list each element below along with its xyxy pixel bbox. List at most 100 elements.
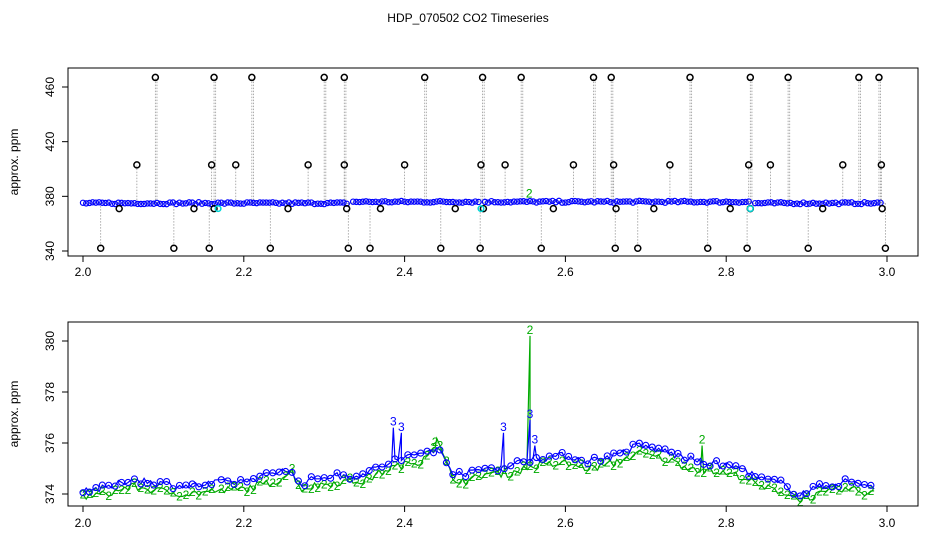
bottom-series-2-point: 2 — [202, 484, 209, 498]
top-baseline-point — [147, 200, 154, 207]
bottom-series-3-spike-label: 3 — [500, 420, 507, 434]
bottom-series-o-point — [796, 492, 804, 500]
bottom-series-o-point — [487, 464, 495, 472]
bottom-series-2-point: 2 — [630, 449, 637, 463]
bottom-series-2-point: 2 — [189, 485, 196, 499]
top-baseline-point — [111, 200, 119, 208]
top-baseline-point — [761, 199, 768, 207]
bottom-series-o-point — [719, 462, 727, 470]
top-outlier-high-point — [151, 73, 160, 82]
top-baseline-point — [784, 200, 791, 207]
top-baseline-point — [333, 199, 341, 206]
top-outlier-near-point — [342, 204, 351, 213]
top-baseline-point — [417, 198, 424, 205]
bottom-series-o-point — [500, 465, 508, 473]
top-outlier-mid-point — [207, 161, 216, 169]
top-outlier-high-point — [784, 73, 792, 82]
top-plot-frame — [67, 67, 919, 257]
top-baseline-point — [870, 199, 878, 207]
bottom-series-o-point — [706, 462, 714, 470]
bottom-x-tick-label: 2.0 — [75, 516, 92, 530]
top-baseline-point — [513, 198, 521, 205]
top-outlier-low-point — [437, 244, 445, 253]
bottom-series-2-point: 2 — [282, 469, 289, 483]
top-outlier-low-point — [205, 244, 213, 253]
bottom-y-tick-label: 378 — [43, 382, 57, 402]
top-baseline-point — [411, 198, 418, 205]
top-baseline-point — [565, 198, 572, 206]
top-baseline-point — [95, 199, 103, 206]
top-baseline-point — [645, 198, 653, 205]
bottom-series-2-point: 2 — [218, 482, 225, 496]
bottom-series-o-point — [584, 460, 592, 468]
top-outlier-high-point — [746, 73, 755, 82]
top-baseline-point — [253, 199, 260, 207]
bottom-series-o-point — [256, 472, 264, 480]
bottom-series-2-point: 2 — [231, 480, 238, 494]
top-outlier-near-point — [549, 204, 558, 213]
top-baseline-point — [681, 197, 688, 205]
bottom-series-2-point: 2 — [687, 461, 694, 475]
top-baseline-point — [308, 199, 315, 206]
bottom-series-2-point: 2 — [308, 482, 315, 496]
bottom-series-2-point: 2 — [269, 476, 276, 490]
top-baseline-point — [259, 199, 267, 206]
top-baseline-point — [523, 198, 531, 206]
top-baseline-point — [623, 198, 630, 205]
bottom-series-o-point — [475, 466, 483, 474]
bottom-series-2-point: 2 — [617, 457, 624, 471]
top-baseline-point — [430, 198, 437, 206]
bottom-series-2-point: 2 — [572, 458, 579, 472]
figure-title: HDP_070502 CO2 Timeseries — [387, 11, 548, 25]
top-baseline-point — [616, 198, 624, 205]
top-outlier-mid-point — [766, 161, 775, 169]
top-baseline-point — [536, 198, 543, 205]
top-baseline-point — [861, 199, 868, 206]
top-baseline-point — [626, 198, 633, 205]
top-baseline-point — [793, 200, 801, 207]
bottom-series-2-point: 2 — [713, 466, 720, 480]
bottom-series-2-point: 2 — [565, 459, 572, 473]
bottom-series-2-point: 2 — [366, 472, 373, 486]
top-baseline-point — [301, 200, 309, 207]
bottom-plot-frame — [67, 321, 919, 507]
top-baseline-point — [295, 199, 302, 207]
top-baseline-point — [533, 199, 540, 206]
bottom-series-o-point — [410, 451, 418, 459]
top-baseline-point — [697, 198, 704, 206]
top-baseline-point — [642, 198, 650, 205]
top-baseline-point — [472, 198, 479, 205]
top-baseline-point — [118, 199, 125, 207]
bottom-series-2-point: 2 — [482, 467, 489, 481]
top-x-tick-label: 2.2 — [235, 265, 252, 279]
bottom-series-2-point: 2 — [411, 456, 418, 470]
bottom-series-2-point: 2 — [533, 462, 540, 476]
bottom-series-2-point: 2 — [739, 473, 746, 487]
bottom-series-o-point — [597, 457, 605, 465]
bottom-series-o-point — [462, 473, 470, 481]
bottom-series-o-point — [307, 473, 315, 481]
bottom-series-2-point: 2 — [183, 488, 190, 502]
top-baseline-point — [578, 198, 585, 205]
top-baseline-point — [694, 199, 701, 206]
top-outlier-high-point — [320, 73, 328, 82]
bottom-series-2-line — [82, 335, 875, 504]
bottom-series-2-point: 2 — [224, 480, 231, 494]
bottom-series-o-point — [163, 477, 171, 486]
bottom-axis-ticks: 2.0 2.2 2.4 2.6 2.8 3.0 374 376 378 380 — [43, 331, 896, 530]
top-baseline-point — [764, 199, 772, 206]
top-baseline-point — [237, 200, 244, 207]
top-baseline-point — [677, 198, 685, 205]
bottom-series-2-point: 2 — [295, 478, 302, 492]
top-baseline-point — [594, 198, 601, 205]
top-outlier-mid-point — [304, 161, 312, 169]
bottom-series-2-point: 2 — [623, 450, 630, 464]
bottom-x-tick-label: 2.6 — [557, 516, 574, 530]
bottom-series-o-point — [815, 480, 824, 488]
top-baseline-point — [321, 200, 328, 208]
top-outlier-high-point — [210, 73, 218, 82]
bottom-series-o-point — [790, 490, 798, 498]
top-baseline-point — [632, 198, 640, 205]
top-baseline-point — [288, 200, 296, 208]
top-baseline-point — [703, 199, 711, 206]
